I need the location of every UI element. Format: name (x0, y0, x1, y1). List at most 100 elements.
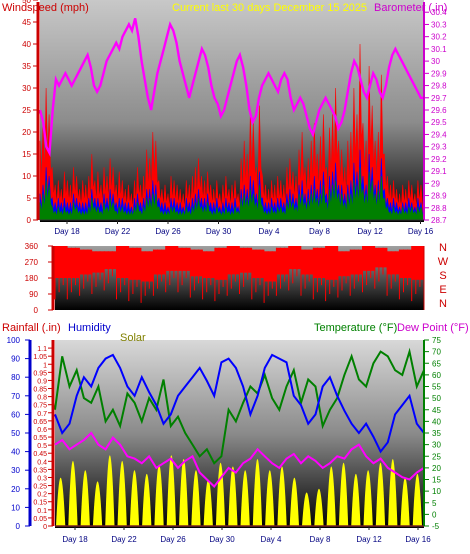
right-tick-label: 29.1 (431, 167, 447, 176)
x-tick-label: Day 16 (405, 535, 431, 544)
rain-tick-label: 0.8 (37, 395, 47, 402)
series-wind-average (39, 167, 425, 221)
direction-band (325, 246, 339, 280)
right-tick-label: 28.7 (431, 216, 447, 225)
series-group (54, 246, 425, 303)
humidity-tick-label: 80 (11, 373, 20, 382)
temperature-tick-label: 40 (432, 417, 441, 426)
temperature-tick-label: 35 (432, 429, 441, 438)
humidity-tick-label: 20 (11, 485, 20, 494)
left-tick-label: 50 (22, 0, 31, 5)
humidity-tick-label: 100 (7, 336, 21, 345)
right-tick-label: 29.2 (431, 155, 447, 164)
right-tick-label: 29.5 (431, 118, 447, 127)
rain-tick-label: 1.05 (33, 354, 47, 361)
direction-band (399, 249, 412, 278)
solar-axis-title: Solar (120, 332, 146, 344)
direction-tick-label: 0 (34, 306, 39, 315)
right-tick-label: 29.7 (431, 94, 447, 103)
series-group (38, 17, 425, 221)
x-tick-label: Day 4 (261, 535, 282, 544)
x-tick-label: Day 18 (54, 227, 80, 236)
direction-band (214, 247, 228, 280)
rainfall-axis-title: Rainfall (.in) (2, 322, 61, 334)
humidity-tick-label: 10 (11, 503, 20, 512)
left-tick-label: 20 (22, 128, 31, 137)
direction-band (178, 247, 191, 271)
solar-day (351, 473, 361, 526)
solar-day (228, 466, 238, 526)
rain-tick-label: 0.25 (33, 484, 47, 491)
direction-band (387, 251, 400, 275)
solar-day (375, 462, 386, 526)
solar-day (252, 459, 263, 526)
left-tick-label: 25 (22, 106, 31, 115)
solar-day (129, 470, 140, 526)
right-tick-label: 29.4 (431, 130, 447, 139)
solar-day (326, 466, 336, 526)
x-tick-label: Day 26 (155, 227, 181, 236)
left-tick-label: 15 (22, 150, 31, 159)
chart-title: Current last 30 days December 15 2025 (172, 2, 367, 14)
rain-tick-label: 0 (43, 524, 47, 531)
series-dew-point (54, 431, 425, 488)
rain-tick-label: 0.6 (37, 427, 47, 434)
rain-tick-label: 0.15 (33, 500, 47, 507)
rain-tick-label: 0.95 (33, 370, 47, 377)
direction-band (227, 246, 240, 275)
solar-day (388, 459, 398, 526)
solar-day (277, 466, 287, 526)
left-tick-label: 10 (22, 172, 31, 181)
direction-band (313, 247, 326, 278)
temperature-tick-label: 5 (432, 499, 437, 508)
rain-tick-label: 0.85 (33, 387, 47, 394)
temperature-tick-label: 20 (432, 464, 441, 473)
direction-band (91, 251, 105, 273)
direction-band (239, 247, 253, 273)
temperature-tick-label: 60 (432, 371, 441, 380)
direction-band (190, 249, 203, 277)
series-barometer (38, 17, 424, 158)
direction-tick-label: 90 (29, 290, 38, 299)
direction-band (165, 246, 179, 271)
solar-day (142, 473, 152, 526)
solar-day (265, 470, 275, 526)
series-group (54, 347, 425, 527)
series-humidity (54, 353, 425, 454)
solar-day (56, 477, 66, 526)
humidity-tick-label: 50 (11, 429, 20, 438)
humidity-tick-label: 40 (11, 448, 20, 457)
direction-tick-label: 270 (25, 258, 39, 267)
direction-band (153, 249, 166, 275)
right-tick-label: 28.8 (431, 204, 447, 213)
rain-tick-label: 0.9 (37, 378, 47, 385)
direction-band (251, 249, 265, 278)
rain-tick-label: 1.1 (37, 346, 47, 353)
direction-tick-label: 360 (25, 242, 39, 251)
temperature-axis-title: Temperature (°F) (314, 322, 397, 334)
axes-group: 0 5 10 15 20 25 30 35 40 45 50 28.7 28.8 28.9 29 29.1 29… (22, 0, 447, 236)
solar-day (302, 492, 312, 526)
rain-tick-label: 0.65 (33, 419, 47, 426)
solar-day (215, 462, 226, 526)
solar-day (80, 470, 90, 526)
solar-day (289, 477, 299, 526)
rain-tick-label: 0.3 (37, 475, 47, 482)
direction-band (128, 247, 142, 280)
solar-day (179, 459, 189, 526)
humidity-tick-label: 70 (11, 392, 20, 401)
right-tick-label: 29.8 (431, 82, 447, 91)
temperature-tick-label: 75 (432, 336, 441, 345)
direction-tick-label: 180 (25, 274, 39, 283)
direction-band (264, 251, 277, 282)
x-tick-label: Day 22 (105, 227, 131, 236)
x-tick-label: Day 12 (357, 227, 383, 236)
humidity-tick-label: 90 (11, 355, 20, 364)
plot-area-background (55, 340, 424, 528)
x-tick-label: Day 8 (309, 227, 330, 236)
direction-band (79, 249, 93, 275)
direction-band (104, 251, 117, 270)
direction-band (411, 246, 425, 280)
